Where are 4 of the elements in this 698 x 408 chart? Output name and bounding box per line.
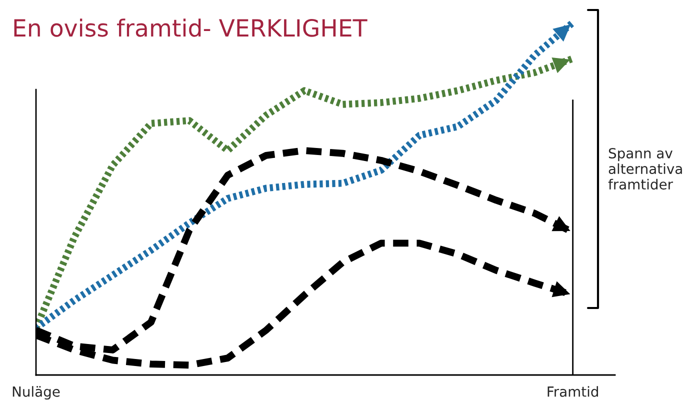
- x-tick-label: Nuläge: [12, 386, 60, 400]
- x-tick-label: Framtid: [548, 386, 598, 397]
- chart-title: En oviss framtid- VERKLIGHET: [14, 18, 368, 37]
- annotation: Spann av alternativa framtider: [608, 148, 682, 190]
